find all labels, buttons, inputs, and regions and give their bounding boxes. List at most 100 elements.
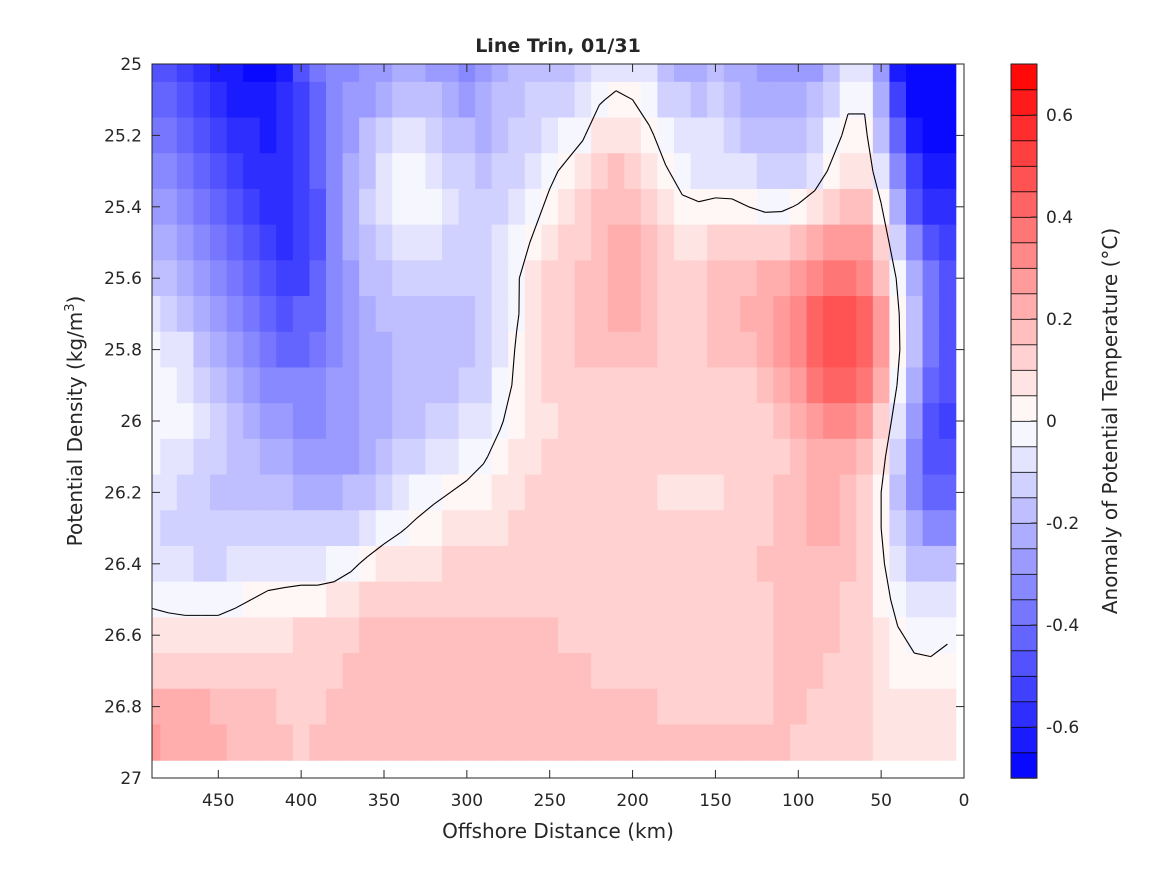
- field-cell: [408, 367, 427, 404]
- field-cell: [524, 653, 543, 690]
- field-cell: [773, 367, 791, 404]
- field-cell: [723, 64, 741, 83]
- field-cell: [160, 224, 178, 261]
- contour-segment: [648, 124, 655, 136]
- field-cell: [160, 260, 178, 297]
- field-cell: [591, 438, 609, 476]
- field-cell: [607, 653, 625, 690]
- field-cell: [442, 510, 460, 547]
- colorbar-tick-label: -0.4: [1046, 616, 1079, 636]
- field-cell: [458, 617, 476, 654]
- colorbar-level: [1010, 191, 1038, 218]
- contour-segment: [549, 170, 559, 190]
- field-cell: [458, 117, 476, 154]
- field-cell: [392, 64, 410, 83]
- field-cell: [707, 188, 725, 226]
- contour-segment: [334, 571, 352, 583]
- field-cell: [342, 153, 360, 190]
- field-cell: [624, 117, 642, 154]
- field-cell: [591, 653, 609, 690]
- field-cell: [491, 296, 509, 333]
- field-cell: [756, 724, 775, 761]
- field-cell: [541, 117, 559, 154]
- field-cell: [342, 224, 360, 261]
- field-cell: [922, 367, 940, 404]
- field-cell: [458, 653, 476, 690]
- field-cell: [640, 474, 659, 511]
- field-cell: [442, 438, 460, 476]
- field-cell: [160, 617, 178, 654]
- field-cell: [359, 367, 377, 404]
- field-cell: [259, 688, 277, 726]
- field-cell: [359, 545, 377, 583]
- field-cell: [707, 581, 725, 618]
- field-cell: [210, 510, 228, 547]
- field-cell: [558, 224, 576, 261]
- field-cell: [922, 224, 940, 261]
- field-cell: [591, 331, 609, 369]
- field-cell: [740, 474, 758, 511]
- field-cell: [674, 474, 692, 511]
- field-cell: [392, 545, 410, 583]
- field-cell: [193, 474, 211, 511]
- field-cell: [806, 581, 824, 618]
- field-cell: [524, 545, 543, 583]
- field-cell: [375, 545, 393, 583]
- colorbar-level: [1010, 216, 1038, 244]
- field-cell: [442, 188, 460, 226]
- field-cell: [607, 545, 625, 583]
- field-cell: [425, 153, 443, 190]
- field-cell: [392, 367, 410, 404]
- field-cell: [210, 688, 228, 726]
- field-cell: [740, 331, 758, 369]
- field-cell: [790, 474, 808, 511]
- field-cell: [541, 617, 559, 654]
- field-cell: [839, 438, 857, 476]
- field-cell: [591, 153, 609, 190]
- field-cell: [657, 617, 675, 654]
- field-cell: [657, 260, 675, 297]
- y-axis-label-close: ): [63, 296, 87, 304]
- field-cell: [740, 260, 758, 297]
- field-cell: [872, 331, 891, 369]
- field-cell: [740, 153, 758, 190]
- field-cell: [922, 188, 940, 226]
- field-cell: [524, 367, 543, 404]
- field-cell: [723, 260, 741, 297]
- field-cell: [243, 474, 261, 511]
- field-cell: [690, 438, 708, 476]
- field-cell: [226, 617, 244, 654]
- field-cell: [773, 188, 791, 226]
- field-cell: [806, 188, 824, 226]
- field-cell: [889, 367, 907, 404]
- field-cell: [276, 474, 294, 511]
- contour-segment: [267, 587, 285, 592]
- field-cell: [790, 403, 808, 440]
- colorbar-level: [1010, 599, 1038, 626]
- field-cell: [276, 296, 294, 333]
- field-cell: [375, 724, 393, 761]
- contour-segment: [826, 160, 832, 172]
- field-cell: [591, 581, 609, 618]
- field-cell: [574, 188, 592, 226]
- field-cell: [292, 510, 311, 547]
- contour-segment: [888, 242, 897, 279]
- field-cell: [276, 617, 294, 654]
- field-cell: [607, 224, 625, 261]
- field-cell: [309, 260, 327, 297]
- field-cell: [607, 260, 625, 297]
- field-cell: [823, 188, 841, 226]
- field-cell: [508, 438, 526, 476]
- field-cell: [707, 260, 725, 297]
- field-cell: [806, 81, 824, 119]
- field-cell: [375, 117, 393, 154]
- field-cell: [939, 224, 957, 261]
- field-cell: [210, 403, 228, 440]
- field-cell: [408, 688, 427, 726]
- field-cell: [259, 653, 277, 690]
- field-cell: [491, 403, 509, 440]
- field-cell: [939, 64, 957, 83]
- field-cell: [740, 224, 758, 261]
- zero-contour: [152, 90, 948, 658]
- field-cell: [740, 81, 758, 119]
